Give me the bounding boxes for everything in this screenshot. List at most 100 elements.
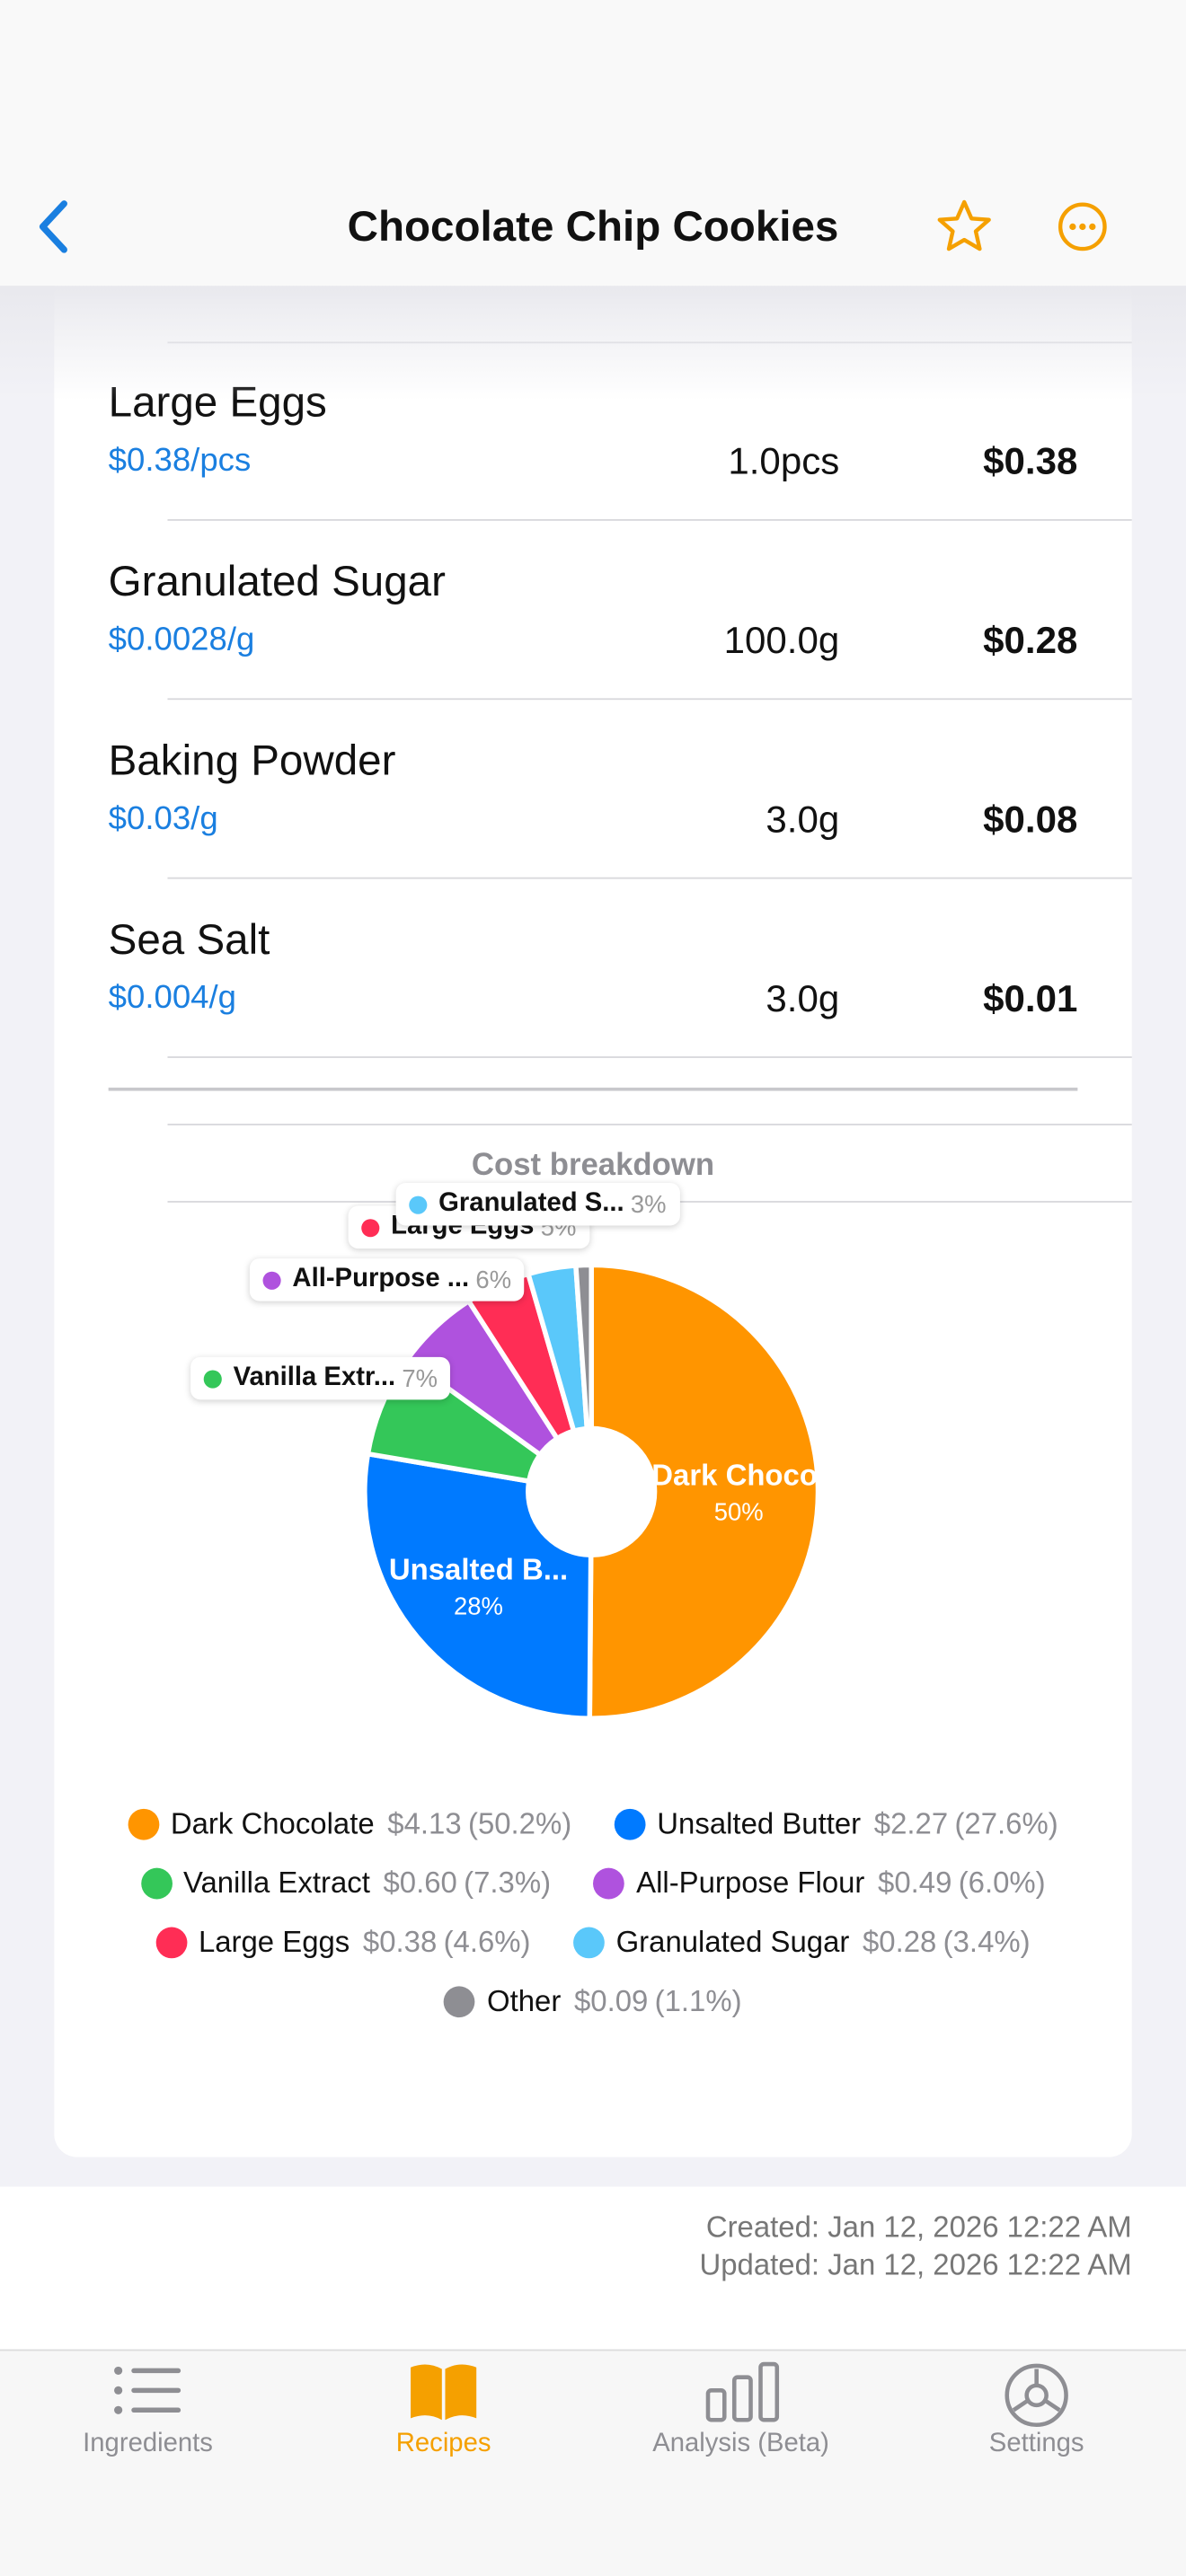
- legend-percent: (7.3%): [464, 1865, 552, 1899]
- legend-name: All-Purpose Flour: [636, 1865, 865, 1899]
- legend-dot: [140, 1866, 173, 1899]
- ingredient-name: Sea Salt: [108, 913, 270, 964]
- quantity: 1.0pcs: [728, 439, 840, 482]
- updated-date: Updated: Jan 12, 2026 12:22 AM: [699, 2248, 1132, 2281]
- quantity: 3.0g: [766, 976, 840, 1019]
- tab-recipes[interactable]: Recipes: [296, 2351, 591, 2515]
- more-button[interactable]: [1057, 200, 1110, 253]
- footer: Created: Jan 12, 2026 12:22 AM Updated: …: [0, 2186, 1186, 2350]
- legend-dot: [593, 1866, 625, 1899]
- legend-dot: [444, 1985, 476, 2017]
- callout-dot: [262, 1270, 281, 1289]
- legend-dot: [614, 1807, 646, 1839]
- legend-value: $0.49: [878, 1865, 952, 1899]
- legend-name: Large Eggs: [198, 1924, 350, 1958]
- legend-row: Dark Chocolate $4.13 (50.2%) Unsalted Butte…: [54, 1794, 1131, 1853]
- cost: $0.08: [983, 798, 1078, 841]
- callout-name: Granulated S...: [438, 1189, 624, 1218]
- separator: [167, 1124, 1132, 1125]
- tab-icon: [1005, 2363, 1068, 2428]
- ingredient-name: Granulated Sugar: [108, 556, 446, 606]
- separator: [167, 698, 1132, 701]
- ingredient-name: Baking Powder: [108, 735, 396, 785]
- divider: [108, 1087, 1078, 1091]
- legend-row: Large Eggs $0.38 (4.6%) Granulated Sugar $0.…: [54, 1912, 1131, 1972]
- slice-percent: 50%: [714, 1497, 764, 1525]
- legend-row: Vanilla Extract $0.60 (7.3%) All-Purpose Fl…: [54, 1853, 1131, 1912]
- unit-price: $0.03/g: [108, 800, 218, 837]
- chart-title: Cost breakdown: [471, 1148, 715, 1183]
- slice-callout: Granulated S... 3%: [395, 1182, 680, 1226]
- legend-name: Granulated Sugar: [615, 1924, 850, 1958]
- separator: [167, 1056, 1132, 1058]
- legend-percent: (6.0%): [958, 1865, 1046, 1899]
- slice-percent: 28%: [454, 1592, 503, 1619]
- separator: [167, 518, 1132, 521]
- quantity: 100.0g: [723, 618, 840, 662]
- legend-item: Vanilla Extract $0.60 (7.3%): [140, 1866, 551, 1900]
- legend-dot: [573, 1926, 605, 1958]
- pie-hole: [526, 1425, 658, 1557]
- legend-item: Large Eggs $0.38 (4.6%): [155, 1924, 531, 1959]
- nav-bar: Chocolate Chip Cookies: [0, 0, 1186, 287]
- legend-percent: (3.4%): [943, 1924, 1031, 1958]
- legend-value: $0.38: [362, 1924, 438, 1958]
- tab-icon: [705, 2361, 780, 2422]
- tab-analysis[interactable]: Analysis (Beta): [593, 2351, 889, 2515]
- created-date: Created: Jan 12, 2026 12:22 AM: [705, 2210, 1132, 2244]
- favorite-button[interactable]: [934, 197, 994, 256]
- legend-value: $4.13: [387, 1806, 462, 1839]
- slice-label: Unsalted B...: [389, 1552, 568, 1585]
- tab-ingredients[interactable]: Ingredients: [0, 2351, 296, 2515]
- tab-bar: Ingredients Recipes Analysis (Beta) Sett…: [0, 2349, 1186, 2576]
- legend-percent: (50.2%): [467, 1806, 572, 1839]
- tab-icon: [411, 2364, 477, 2421]
- legend: Dark Chocolate $4.13 (50.2%) Unsalted Butte…: [54, 1794, 1131, 2030]
- legend-dot: [155, 1926, 188, 1958]
- legend-name: Unsalted Butter: [657, 1806, 862, 1839]
- separator: [167, 877, 1132, 879]
- legend-value: $0.09: [573, 1983, 649, 2017]
- callout-percent: 6%: [475, 1266, 512, 1294]
- callout-name: Vanilla Extr...: [233, 1363, 396, 1392]
- slice-callout: Vanilla Extr... 7%: [190, 1356, 451, 1400]
- legend-percent: (27.6%): [954, 1806, 1058, 1839]
- cost: $0.01: [983, 976, 1078, 1019]
- callout-percent: 3%: [630, 1190, 667, 1219]
- legend-value: $0.60: [383, 1865, 457, 1899]
- tab-settings[interactable]: Settings: [889, 2351, 1184, 2515]
- back-button[interactable]: [33, 197, 76, 256]
- tab-label: Analysis (Beta): [652, 2430, 829, 2458]
- cost: $0.28: [983, 618, 1078, 662]
- legend-item: Other $0.09 (1.1%): [444, 1983, 742, 2018]
- legend-item: Unsalted Butter $2.27 (27.6%): [614, 1806, 1058, 1840]
- tab-label: Settings: [988, 2430, 1084, 2458]
- legend-percent: (1.1%): [654, 1983, 742, 2017]
- cost: $0.38: [983, 439, 1078, 482]
- legend-value: $0.28: [863, 1924, 937, 1958]
- unit-price: $0.0028/g: [108, 622, 255, 658]
- nav-title: Chocolate Chip Cookies: [347, 201, 839, 251]
- legend-dot: [128, 1807, 160, 1839]
- legend-name: Other: [487, 1983, 562, 2017]
- callout-dot: [361, 1218, 380, 1237]
- legend-name: Dark Chocolate: [170, 1806, 375, 1839]
- legend-value: $2.27: [873, 1806, 949, 1839]
- callout-dot: [203, 1369, 222, 1388]
- header-shadow: [0, 286, 1186, 401]
- unit-price: $0.004/g: [108, 980, 237, 1017]
- tab-label: Recipes: [395, 2430, 491, 2458]
- tab-icon: [114, 2366, 181, 2414]
- callout-dot: [409, 1195, 428, 1213]
- legend-item: Granulated Sugar $0.28 (3.4%): [573, 1925, 1031, 1959]
- slice-label: Dark Choco.: [651, 1459, 826, 1492]
- legend-row: Other $0.09 (1.1%): [54, 1972, 1131, 2031]
- callout-percent: 7%: [402, 1364, 438, 1393]
- legend-item: All-Purpose Flour $0.49 (6.0%): [593, 1865, 1046, 1900]
- pie-slice: [587, 1262, 820, 1721]
- tab-label: Ingredients: [83, 2430, 213, 2458]
- unit-price: $0.38/pcs: [108, 442, 252, 480]
